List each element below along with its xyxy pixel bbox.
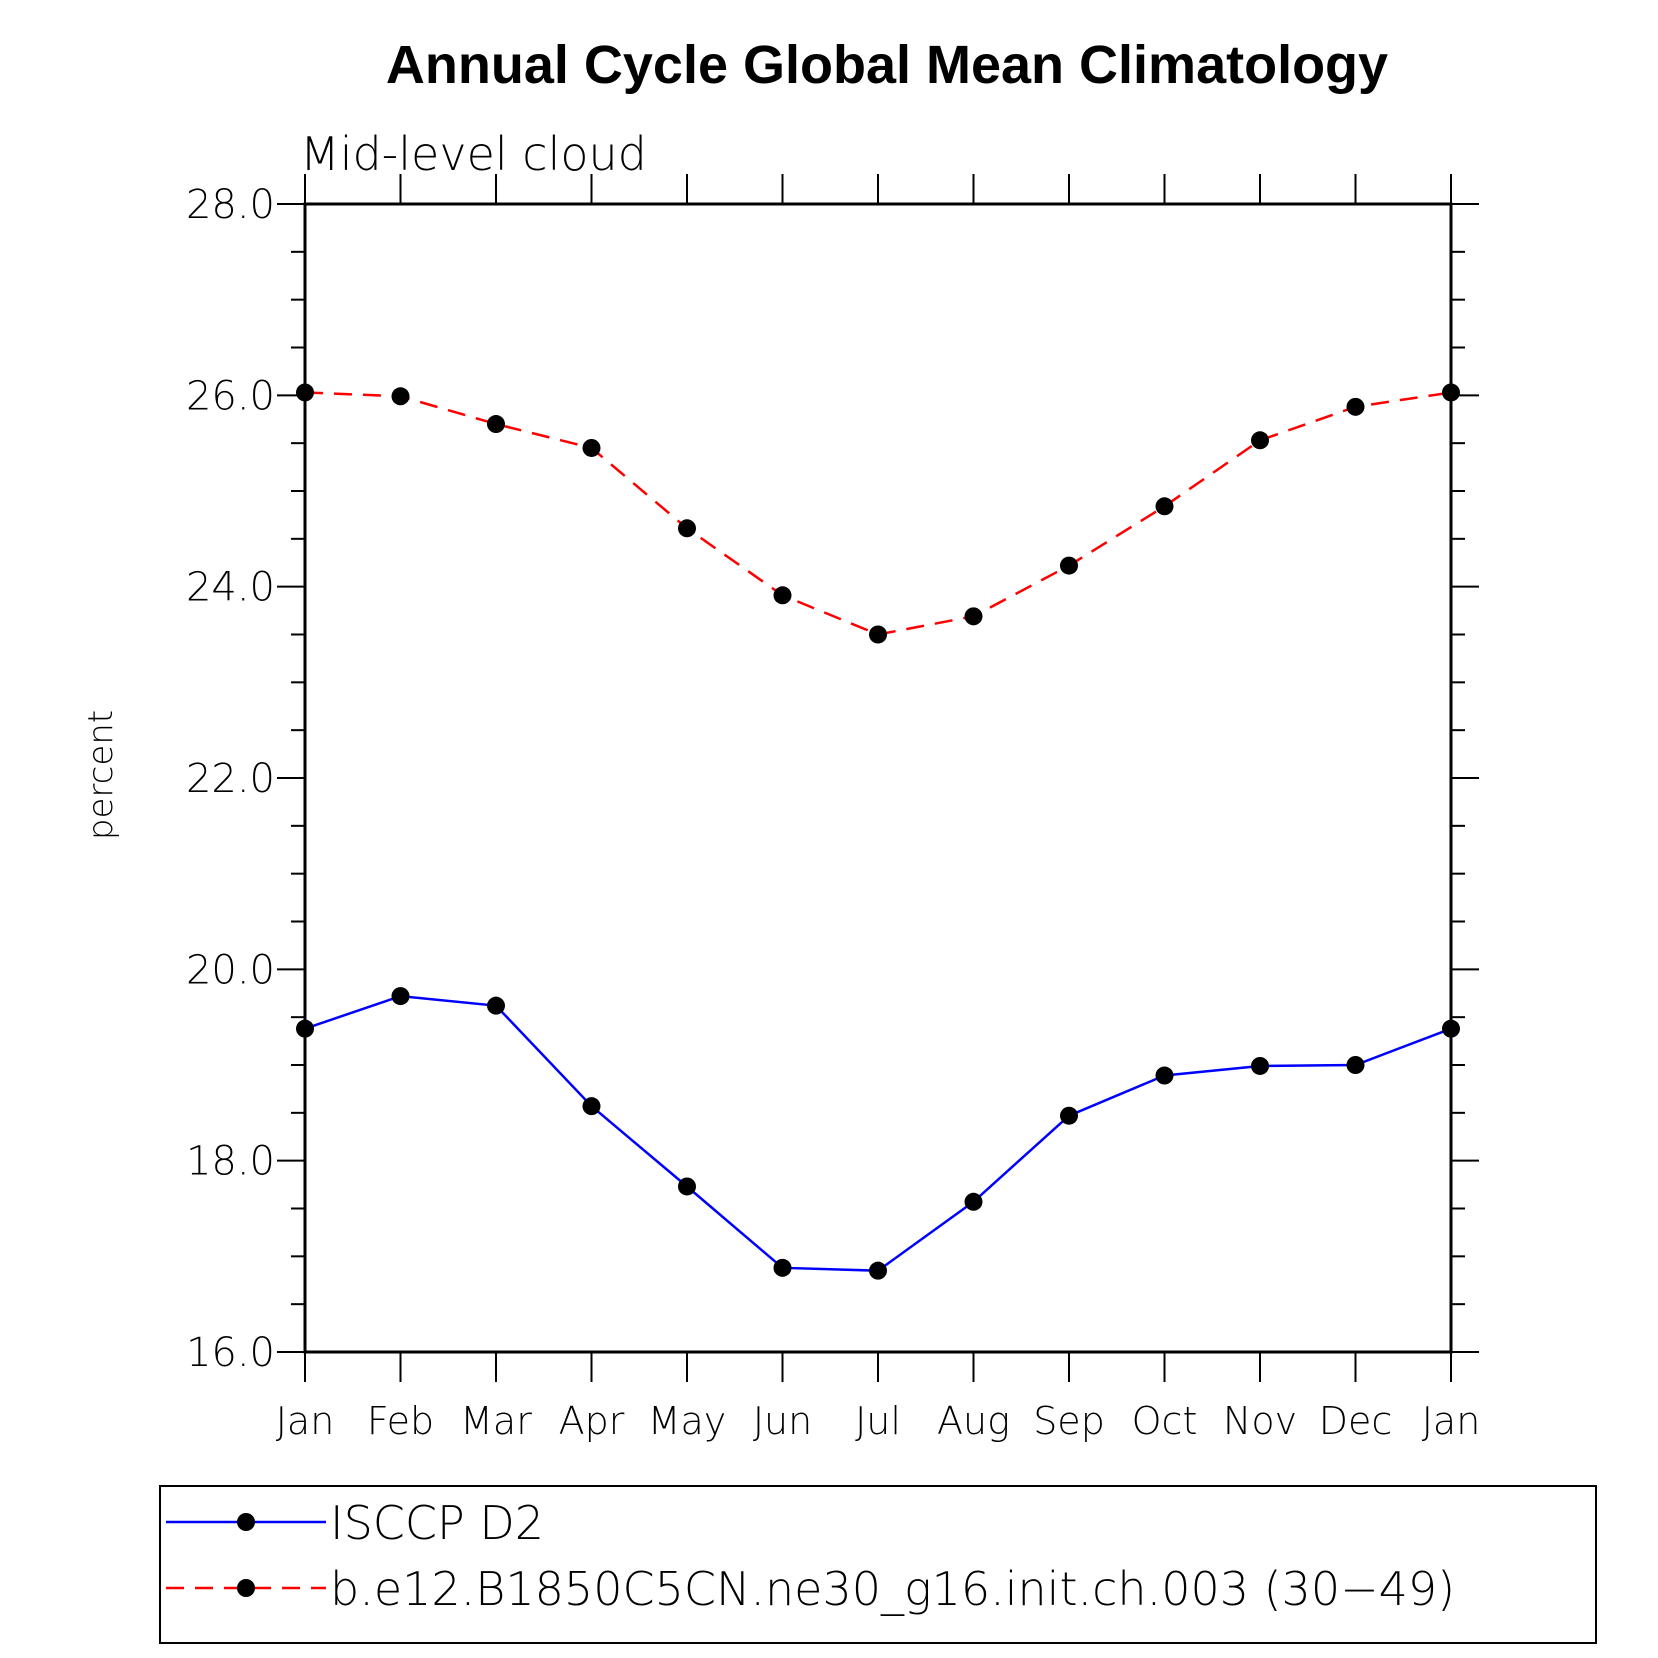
data-point — [773, 1258, 792, 1277]
y-tick-label: 22.0 — [186, 756, 275, 802]
y-tick-label: 16.0 — [186, 1330, 275, 1376]
x-tick-labels: Jan Feb Mar Apr May Jun Jul Aug Sep Oct Nov Dec Jan — [276, 1399, 1481, 1443]
axis-ticks — [277, 174, 1479, 1382]
x-tick-label: Jun — [753, 1399, 812, 1443]
data-point — [869, 1261, 887, 1280]
data-point — [1155, 1066, 1174, 1085]
x-tick-label: Mar — [460, 1399, 532, 1443]
data-point — [1442, 1019, 1460, 1038]
y-tick-label: 26.0 — [186, 373, 275, 419]
legend-marker — [237, 1513, 255, 1531]
x-tick-label: May — [648, 1399, 727, 1443]
legend-marker — [237, 1579, 255, 1597]
data-point — [964, 1192, 983, 1211]
plot-frame — [303, 202, 1453, 1354]
chart-title: Annual Cycle Global Mean Climatology — [386, 35, 1388, 95]
x-tick-label: Aug — [937, 1399, 1010, 1443]
series-2 — [296, 383, 1460, 644]
data-point — [678, 519, 696, 538]
y-tick-label: 18.0 — [186, 1139, 275, 1185]
x-tick-label: Jul — [855, 1399, 901, 1443]
x-tick-label: Feb — [367, 1399, 434, 1443]
x-tick-label: Nov — [1223, 1399, 1297, 1443]
data-point — [1060, 1106, 1078, 1125]
data-point — [487, 415, 505, 434]
data-point — [869, 625, 887, 644]
legend-label: b.e12.B1850C5CN.ne30_g16.init.ch.003 (30… — [330, 1562, 1455, 1616]
y-tick-label: 28.0 — [186, 182, 275, 228]
data-point — [296, 383, 314, 402]
data-point — [1251, 431, 1269, 450]
data-point — [773, 586, 792, 605]
x-tick-label: Jan — [276, 1399, 335, 1443]
data-point — [1442, 383, 1460, 402]
data-point — [1251, 1056, 1269, 1075]
chart-subtitle: Mid-level cloud — [300, 127, 647, 181]
data-point — [1155, 497, 1174, 516]
data-point — [964, 607, 983, 626]
data-point — [1346, 397, 1365, 416]
y-axis-label: percent — [81, 710, 121, 840]
series-line — [304, 391, 1452, 636]
y-tick-label: 20.0 — [186, 947, 275, 993]
legend — [159, 1485, 1597, 1644]
legend-label: ISCCP D2 — [330, 1496, 544, 1550]
series-line — [304, 994, 1452, 1272]
data-point — [391, 387, 410, 406]
data-point — [487, 996, 505, 1015]
legend-items: ISCCP D2 b.e12.B1850C5CN.ne30_g16.init.ch… — [166, 1496, 1455, 1616]
x-tick-label: Jan — [1422, 1399, 1481, 1443]
x-tick-label: Dec — [1319, 1399, 1393, 1443]
x-tick-label: Apr — [559, 1399, 625, 1443]
x-tick-label: Sep — [1033, 1399, 1105, 1443]
data-point — [582, 438, 601, 457]
y-tick-label: 24.0 — [186, 565, 275, 611]
data-point — [296, 1019, 314, 1038]
data-point — [1346, 1056, 1365, 1074]
data-point — [1060, 556, 1078, 575]
series-1 — [296, 987, 1460, 1280]
y-tick-labels: 16.0 18.0 20.0 22.0 24.0 26.0 28.0 — [186, 182, 275, 1376]
x-tick-label: Oct — [1132, 1399, 1198, 1443]
data-point — [582, 1097, 601, 1116]
data-point — [678, 1177, 696, 1196]
series-layer — [296, 383, 1460, 1280]
data-point — [391, 987, 410, 1006]
